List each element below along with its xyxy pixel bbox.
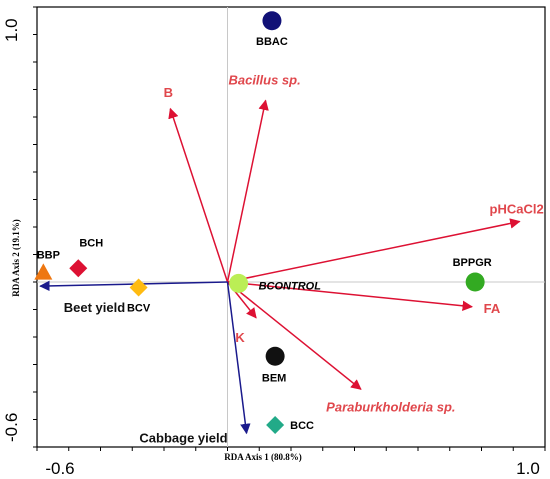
- y-axis-title: RDA Axis 2 (19.1%): [11, 219, 21, 297]
- env-vector: [226, 99, 269, 283]
- x-axis-title: RDA Axis 1 (80.8%): [224, 452, 302, 462]
- response-vector: [226, 281, 251, 435]
- env-vector-label: B: [164, 85, 173, 100]
- site-point: [262, 11, 282, 31]
- env-vector: [227, 218, 521, 283]
- env-vector-label: Bacillus sp.: [228, 73, 300, 88]
- site-label: BBP: [37, 249, 60, 261]
- site-point: [69, 259, 88, 278]
- site-point: [265, 346, 285, 366]
- origin-lines: [37, 7, 545, 447]
- env-vector: [168, 107, 229, 283]
- site-label: BCONTROL: [259, 280, 322, 292]
- env-vector-label: Paraburkholderia sp.: [326, 399, 455, 414]
- site-label: BCH: [79, 237, 103, 249]
- axis-ticks: [33, 6, 546, 451]
- env-vector-label: K: [235, 330, 245, 345]
- vectors: [39, 99, 521, 435]
- site-point: [229, 273, 249, 293]
- site-point: [129, 278, 148, 297]
- response-vector-label: Beet yield: [64, 300, 125, 315]
- site-label: BEM: [262, 372, 286, 384]
- site-label: BCV: [127, 303, 151, 315]
- env-vector: [227, 281, 474, 312]
- y-tick-label-top: 1.0: [2, 18, 21, 42]
- site-point: [465, 272, 485, 292]
- site-label: BPPGR: [453, 257, 492, 269]
- env-vector: [227, 281, 362, 390]
- x-tick-label-right: 1.0: [516, 459, 540, 478]
- env-vector-label: FA: [484, 301, 501, 316]
- site-label: BBAC: [256, 36, 288, 48]
- sites: [34, 11, 485, 434]
- x-tick-label-left: -0.6: [45, 459, 74, 478]
- response-vector-label: Cabbage yield: [139, 430, 227, 445]
- y-tick-label-bottom: -0.6: [2, 413, 21, 442]
- site-point: [34, 263, 53, 280]
- site-point: [266, 416, 285, 434]
- site-label: BCC: [290, 420, 314, 432]
- env-vector-label: pHCaCl2: [490, 202, 544, 217]
- labels: BBAC BCH BBP BCV BCONTROL BPPGR BEM BCC B Bacillu…: [37, 36, 544, 446]
